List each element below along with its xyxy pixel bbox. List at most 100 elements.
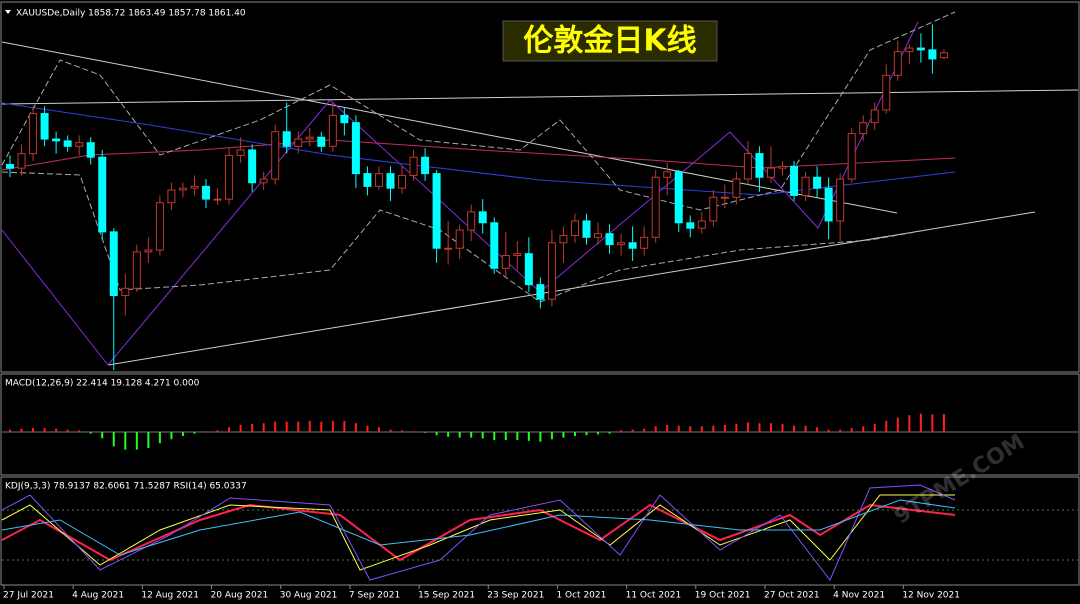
candle-body	[640, 236, 649, 249]
candle-body	[86, 142, 95, 158]
kdj-panel	[0, 476, 1080, 586]
candle-body	[939, 52, 948, 59]
x-tick-label: 27 Jul 2021	[3, 591, 54, 601]
candle-body	[225, 154, 234, 200]
candle-body	[363, 173, 372, 187]
candle-body	[766, 167, 775, 178]
candle-body	[686, 222, 695, 229]
trend-line	[1, 89, 1079, 105]
candle-body	[605, 233, 614, 246]
candle-body	[398, 174, 407, 189]
candle-body	[490, 222, 499, 269]
candle-body	[248, 149, 257, 184]
candle-body	[132, 251, 141, 289]
candle-body	[651, 176, 660, 238]
candle-body	[444, 247, 453, 250]
x-tick-label: 20 Aug 2021	[211, 591, 269, 601]
candle-body	[52, 138, 61, 142]
candle-body	[202, 185, 211, 200]
macd-label: MACD(12,26,9) 22.414 19.128 4.271 0.000	[5, 379, 200, 389]
chart-title: 伦敦金日K线	[523, 24, 696, 59]
candle-body	[547, 242, 556, 300]
candle-body	[697, 220, 706, 229]
candle-body	[432, 173, 441, 249]
candle-body	[916, 47, 925, 51]
candle-body	[824, 187, 833, 222]
candle-body	[305, 136, 314, 140]
candle-body	[801, 176, 810, 196]
candle-body	[813, 176, 822, 189]
candle-body	[582, 220, 591, 238]
candle-body	[178, 187, 187, 191]
candle-body	[778, 165, 787, 169]
candle-body	[674, 171, 683, 224]
candle-body	[374, 173, 383, 187]
candle-body	[340, 114, 349, 124]
x-tick-label: 27 Oct 2021	[764, 591, 820, 601]
candle-body	[40, 113, 49, 140]
candle-body	[190, 185, 199, 189]
band-line	[1, 171, 956, 303]
x-tick-label: 12 Nov 2021	[902, 591, 960, 601]
ma-line	[1, 139, 956, 171]
candle-body	[351, 122, 360, 175]
main-panel	[0, 1, 1080, 373]
candle-body	[859, 122, 868, 135]
candle-body	[121, 287, 130, 297]
x-tick-label: 1 Oct 2021	[556, 591, 606, 601]
symbol-header: XAUUSDe,Daily 1858.72 1863.49 1857.78 18…	[16, 9, 246, 19]
candle-body	[755, 153, 764, 178]
band-line	[1, 11, 956, 211]
header-arrow	[5, 10, 11, 14]
x-tick-label: 4 Aug 2021	[72, 591, 124, 601]
kdj-line	[1, 484, 956, 581]
candle-body	[732, 178, 741, 198]
candle-body	[213, 198, 222, 201]
candle-body	[75, 142, 84, 147]
x-tick-label: 15 Sep 2021	[418, 591, 475, 601]
candle-body	[98, 156, 107, 233]
candle-body	[870, 109, 879, 124]
candle-body	[570, 220, 579, 237]
x-tick-label: 7 Sep 2021	[349, 591, 400, 601]
candle-body	[29, 113, 38, 155]
kdj-lines	[1, 484, 1078, 581]
candle-body	[709, 196, 718, 222]
candle-body	[294, 138, 303, 147]
candle-body	[386, 173, 395, 189]
title-box	[502, 20, 718, 62]
macd-panel	[0, 373, 1080, 476]
candle-body	[167, 189, 176, 204]
x-tick-label: 30 Aug 2021	[280, 591, 338, 601]
candle-body	[882, 74, 891, 111]
candle-body	[536, 284, 545, 300]
candle-body	[628, 242, 637, 249]
x-tick-label: 11 Oct 2021	[626, 591, 682, 601]
candle-body	[743, 153, 752, 180]
candle-body	[421, 156, 430, 175]
candle-body	[282, 131, 291, 147]
candle-body	[6, 164, 14, 169]
candle-body	[617, 242, 626, 246]
candle-body	[928, 49, 937, 60]
candle-body	[409, 156, 418, 176]
candle-body	[63, 140, 72, 147]
candle-body	[455, 229, 464, 249]
candle-body	[847, 133, 856, 180]
candle-body	[893, 51, 902, 76]
trend-line	[107, 211, 1036, 366]
candle-body	[109, 231, 118, 297]
candle-body	[144, 249, 153, 253]
kdj-line	[1, 499, 956, 556]
candle-body	[905, 47, 914, 53]
candle-body	[836, 178, 845, 222]
candle-body	[720, 196, 729, 199]
candle-body	[513, 253, 522, 257]
candle-body	[467, 211, 476, 231]
candle-body	[236, 149, 245, 156]
x-tick-label: 4 Nov 2021	[833, 591, 885, 601]
x-tick-label: 23 Sep 2021	[487, 591, 544, 601]
candle-body	[524, 253, 533, 286]
candle-body	[790, 165, 799, 196]
